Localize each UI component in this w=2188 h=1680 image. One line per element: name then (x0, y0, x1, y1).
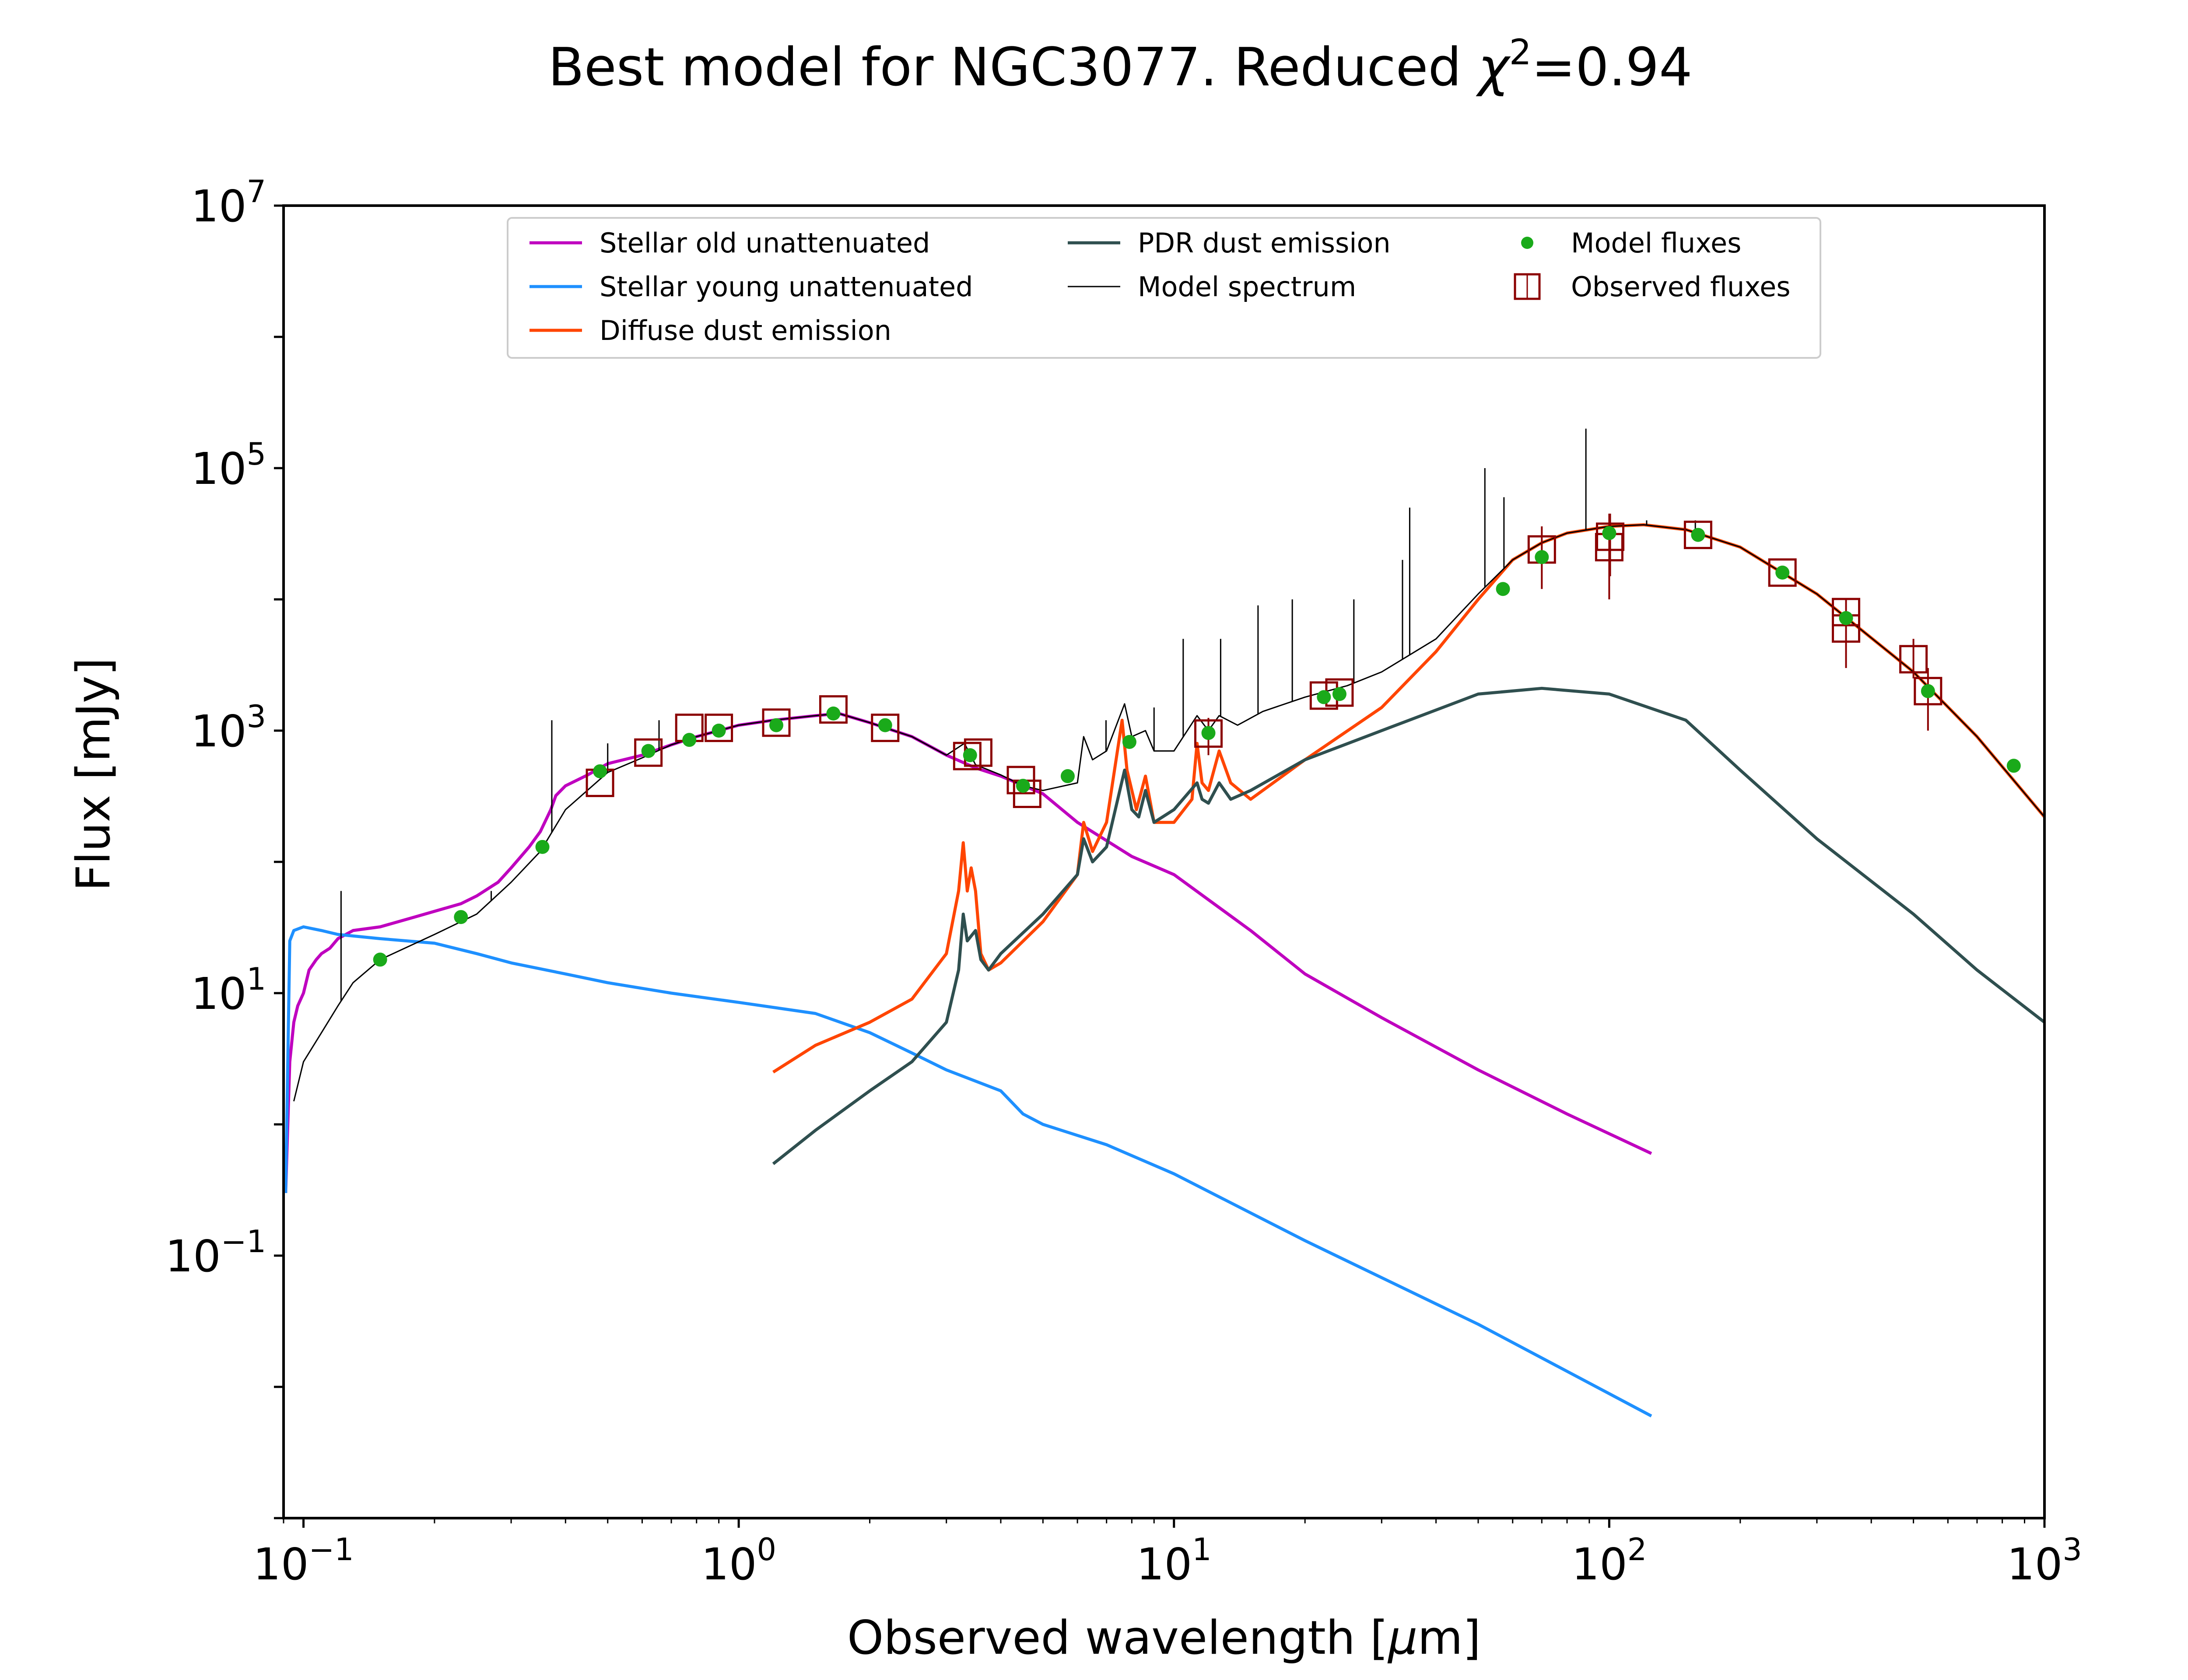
observed-flux-marker (1683, 521, 1712, 550)
legend: Stellar old unattenuated Stellar young un… (507, 217, 1821, 359)
model-flux-point (1496, 582, 1510, 596)
legend-label: Observed fluxes (1571, 271, 1791, 303)
observed-flux-marker (1914, 677, 1943, 706)
model-flux-point (2006, 759, 2021, 773)
legend-label: Stellar old unattenuated (600, 227, 930, 259)
legend-label: PDR dust emission (1138, 227, 1391, 259)
model-flux-point (593, 764, 607, 778)
model-flux-point (1016, 779, 1030, 793)
y-tick-label: 107 (191, 174, 266, 232)
model-flux-point (1201, 726, 1216, 740)
y-tick-label: 105 (191, 436, 266, 494)
legend-item-stellar-old-unattenuated: Stellar old unattenuated (529, 227, 930, 259)
chart-title: Best model for NGC3077. Reduced χ2=0.94 (548, 32, 1693, 98)
model-flux-point (1535, 550, 1549, 564)
legend-item-diffuse-dust-emission: Diffuse dust emission (529, 315, 891, 346)
model-flux-point (1332, 687, 1346, 701)
x-tick-label: 100 (701, 1532, 776, 1590)
observed-flux-marker (1768, 558, 1797, 587)
legend-item-model-spectrum: Model spectrum (1068, 271, 1356, 303)
pdr-dust-emission-line (772, 686, 2044, 1166)
observed-flux-marker (953, 742, 982, 770)
model-flux-point (1060, 769, 1075, 784)
observed-flux-marker (819, 695, 848, 724)
x-tick-label: 101 (1136, 1532, 1212, 1590)
observed-flux-marker (1194, 719, 1223, 748)
y-axis-label: Flux [mJy] (67, 658, 120, 891)
legend-item-pdr-dust-emission: PDR dust emission (1068, 227, 1391, 259)
legend-item-model-fluxes: Model fluxes (1521, 227, 1741, 259)
legend-label: Model fluxes (1571, 227, 1741, 259)
x-axis-label: Observed wavelength [μm] (847, 1611, 1481, 1665)
model-flux-point (373, 952, 387, 967)
model-flux-point (963, 748, 977, 763)
model-flux-point (682, 733, 697, 747)
legend-item-observed-fluxes: Observed fluxes (1514, 271, 1791, 303)
model-flux-point (1602, 526, 1616, 540)
observed-flux-marker (871, 714, 900, 742)
x-tick-label: 103 (2007, 1532, 2082, 1590)
model-flux-point (769, 718, 784, 732)
x-tick-label: 10−1 (253, 1532, 354, 1590)
model-flux-point (878, 718, 892, 732)
model-flux-point (454, 910, 468, 924)
legend-label: Diffuse dust emission (600, 315, 891, 346)
model-flux-point (712, 724, 726, 738)
model-spectrum-line (293, 524, 2044, 1102)
axes-frame (282, 204, 2046, 1519)
y-tick-label: 101 (191, 961, 266, 1019)
y-tick-label: 103 (191, 699, 266, 757)
observed-flux-marker (634, 738, 663, 767)
stellar-young-unattenuated-line (284, 925, 1652, 1418)
model-flux-point (535, 840, 550, 854)
model-flux-point (1122, 735, 1136, 749)
y-tick-label: 10−1 (165, 1224, 266, 1282)
model-flux-point (1839, 611, 1853, 625)
legend-box (507, 217, 1821, 359)
legend-label: Stellar young unattenuated (600, 271, 973, 303)
legend-swatch (1521, 237, 1533, 249)
observed-flux-marker (762, 708, 791, 737)
model-flux-point (1921, 684, 1935, 698)
x-tick-label: 102 (1571, 1532, 1647, 1590)
observed-flux-marker (705, 714, 733, 742)
legend-label: Model spectrum (1138, 271, 1356, 303)
model-flux-point (641, 744, 656, 758)
model-flux-point (1317, 690, 1331, 704)
legend-item-stellar-young-unattenuated: Stellar young unattenuated (529, 271, 973, 303)
model-flux-point (826, 706, 841, 721)
axis-ticks: 10−1 100 101 102 103 10−1 101 103 105 107 (165, 174, 2082, 1590)
plot-area (284, 428, 2044, 1418)
observed-flux-marker (1596, 522, 1625, 551)
observed-flux-marker (1899, 645, 1928, 674)
model-flux-point (1691, 528, 1705, 542)
model-flux-point (1775, 565, 1790, 580)
